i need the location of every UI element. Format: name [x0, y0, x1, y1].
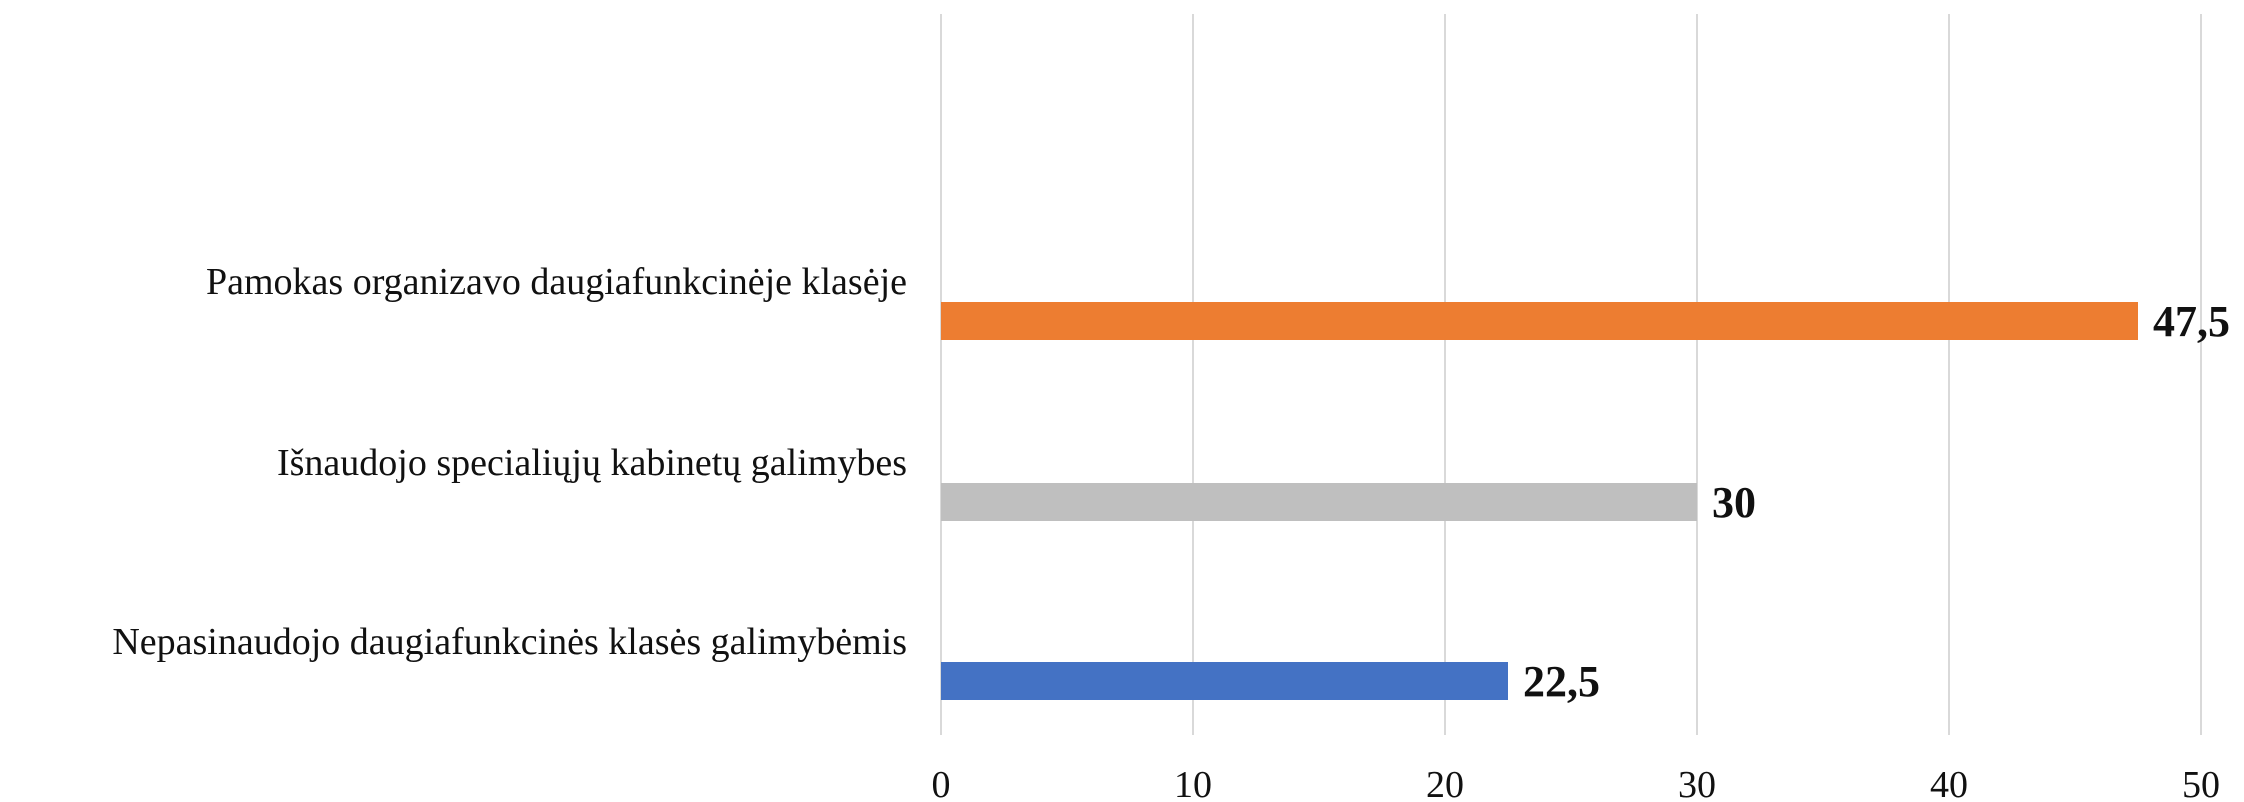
data-label: 22,5: [1523, 657, 1600, 706]
x-tick-label: 10: [1174, 764, 1212, 802]
category-label: Išnaudojo specialiųjų kabinetų galimybes: [277, 442, 907, 484]
x-tick-label: 20: [1426, 764, 1464, 802]
bar: [941, 662, 1508, 700]
bar: [941, 302, 2138, 340]
bar: [941, 483, 1697, 521]
category-label: Pamokas organizavo daugiafunkcinėje klas…: [206, 261, 907, 303]
data-label: 47,5: [2153, 297, 2230, 346]
data-label: 30: [1712, 478, 1756, 527]
x-tick-label: 50: [2182, 764, 2220, 802]
bars: [941, 302, 2138, 700]
x-tick-label: 30: [1678, 764, 1716, 802]
labels: 0 10 20 30 40 50 Pamokas organizavo daugiafunk…: [112, 261, 2230, 802]
grid-lines: [940, 14, 2202, 735]
x-tick-label: 40: [1930, 764, 1968, 802]
category-label: Nepasinaudojo daugiafunkcinės klasės gal…: [112, 621, 907, 663]
x-tick-label: 0: [932, 764, 951, 802]
